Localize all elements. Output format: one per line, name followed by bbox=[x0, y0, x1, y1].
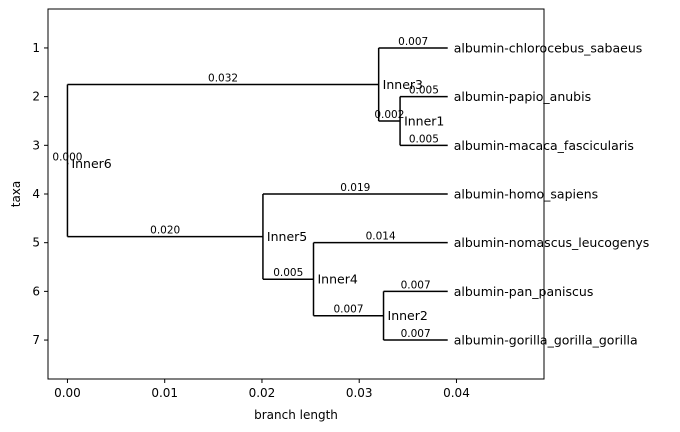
branch-length-label: 0.005 bbox=[409, 85, 439, 97]
leaf-label: albumin-gorilla_gorilla_gorilla bbox=[454, 333, 638, 348]
x-axis: 0.00 0.01 0.02 0.03 0.04 bbox=[54, 379, 470, 400]
x-tick-label: 0.03 bbox=[346, 386, 373, 400]
branch-length-label: 0.005 bbox=[409, 133, 439, 145]
inner-node-label: Inner5 bbox=[267, 229, 307, 244]
y-tick-label: 3 bbox=[32, 138, 40, 152]
inner-node-label: Inner4 bbox=[318, 272, 358, 287]
leaf-label: albumin-macaca_fascicularis bbox=[454, 138, 634, 153]
leaf-label: albumin-homo_sapiens bbox=[454, 187, 598, 202]
branch-length-label: 0.007 bbox=[398, 36, 428, 48]
branch-length-label: 0.000 bbox=[52, 152, 82, 164]
y-tick-label: 6 bbox=[32, 284, 40, 298]
branch-length-label: 0.005 bbox=[273, 267, 303, 279]
leaf-label: albumin-nomascus_leucogenys bbox=[454, 235, 650, 250]
y-tick-label: 5 bbox=[32, 236, 40, 250]
y-tick-label: 1 bbox=[32, 41, 40, 55]
y-tick-label: 7 bbox=[32, 333, 40, 347]
inner-node-label: Inner1 bbox=[404, 113, 444, 128]
node-labels: Inner6 Inner3 Inner1 Inner5 Inner4 Inner2 albu… bbox=[71, 40, 649, 347]
leaf-label: albumin-pan_paniscus bbox=[454, 284, 594, 299]
tree-branches bbox=[66, 47, 448, 341]
x-axis-title: branch length bbox=[254, 408, 338, 422]
inner-node-label: Inner2 bbox=[388, 308, 428, 323]
leaf-label: albumin-chlorocebus_sabaeus bbox=[454, 40, 643, 55]
x-tick-label: 0.01 bbox=[151, 386, 178, 400]
inner-node-label: Inner6 bbox=[71, 156, 111, 171]
x-tick-label: 0.02 bbox=[249, 386, 276, 400]
branch-length-label: 0.032 bbox=[208, 72, 238, 84]
branch-length-label: 0.014 bbox=[366, 231, 396, 243]
branch-length-label: 0.019 bbox=[340, 182, 370, 194]
x-tick-label: 0.04 bbox=[443, 386, 470, 400]
y-tick-label: 4 bbox=[32, 187, 40, 201]
branch-length-label: 0.007 bbox=[333, 304, 363, 316]
branch-length-label: 0.007 bbox=[401, 328, 431, 340]
y-axis: 1 2 3 4 5 6 7 bbox=[32, 41, 48, 347]
y-axis-title: taxa bbox=[9, 181, 23, 208]
leaf-label: albumin-papio_anubis bbox=[454, 89, 591, 104]
x-tick-label: 0.00 bbox=[54, 386, 81, 400]
y-tick-label: 2 bbox=[32, 90, 40, 104]
branch-length-label: 0.007 bbox=[401, 279, 431, 291]
branch-length-label: 0.002 bbox=[374, 109, 404, 121]
inner-node-label: Inner3 bbox=[383, 77, 423, 92]
branch-labels: 0.000 0.032 0.002 0.020 0.005 0.007 0.007 0.005… bbox=[52, 36, 439, 340]
branch-length-label: 0.020 bbox=[150, 225, 180, 237]
